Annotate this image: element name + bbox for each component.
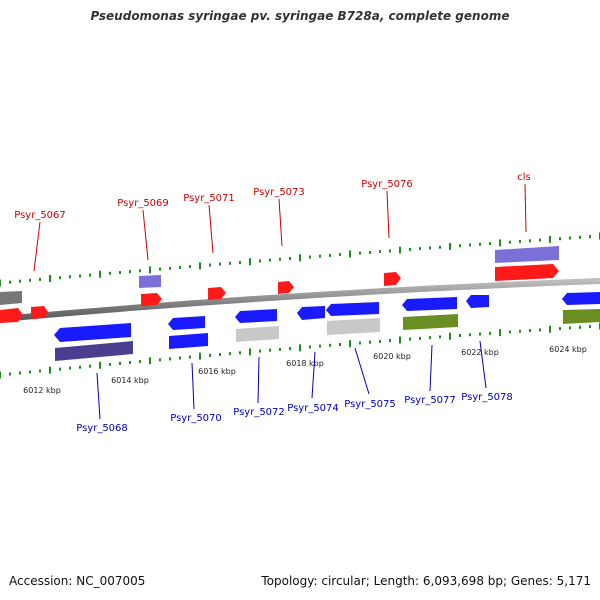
label-leader-line (354, 347, 370, 395)
label-leader-line (257, 356, 260, 404)
gene-feature[interactable] (403, 314, 458, 330)
label-leader-line (429, 344, 433, 392)
gene-label-top[interactable]: Psyr_5073 (253, 187, 305, 198)
label-leader-line (278, 198, 283, 247)
map-title: Pseudomonas syringae pv. syringae B728a,… (90, 9, 510, 23)
scale-labels: 6012 kbp 6014 kbp 6016 kbp 6018 kbp 6020… (23, 345, 587, 395)
gene-feature[interactable] (55, 341, 133, 361)
label-leader-line (479, 340, 487, 389)
gene-label-bottom[interactable]: Psyr_5075 (344, 399, 396, 410)
label-leader-line (142, 209, 149, 261)
gene-feature[interactable] (168, 316, 205, 330)
gene-feature[interactable] (327, 318, 380, 335)
gene-feature[interactable] (402, 297, 457, 311)
gene-feature[interactable] (278, 281, 294, 294)
label-leader-line (96, 372, 101, 420)
gene-feature[interactable] (297, 306, 325, 320)
gene-feature[interactable] (235, 309, 277, 323)
gene-feature[interactable] (54, 323, 131, 342)
accession-text: Accession: NC_007005 (9, 574, 146, 588)
gene-label-top[interactable]: Psyr_5071 (183, 193, 235, 204)
gene-label-bottom[interactable]: Psyr_5074 (287, 403, 339, 414)
topology-text: Topology: circular; Length: 6,093,698 bp… (261, 574, 591, 588)
gene-feature[interactable] (169, 333, 208, 349)
label-leader-line (524, 183, 527, 233)
gene-label-bottom[interactable]: Psyr_5068 (76, 423, 128, 434)
gene-feature[interactable] (31, 306, 48, 319)
gene-label-top[interactable]: cls (517, 172, 531, 183)
gene-label-bottom[interactable]: Psyr_5070 (170, 413, 222, 424)
label-leader-line (191, 362, 195, 410)
gene-label-top[interactable]: Psyr_5069 (117, 198, 169, 209)
scale-tick-label: 6012 kbp (23, 386, 61, 395)
gene-label-bottom[interactable]: Psyr_5078 (461, 392, 513, 403)
gene-feature[interactable] (0, 291, 22, 305)
label-leader-line (386, 190, 390, 239)
gene-feature[interactable] (384, 272, 401, 286)
gene-label-bottom[interactable]: Psyr_5077 (404, 395, 456, 406)
gene-feature[interactable] (562, 292, 600, 305)
gene-label-top[interactable]: Psyr_5076 (361, 179, 413, 190)
genome-backbone (0, 278, 600, 322)
scale-tick-label: 6018 kbp (286, 359, 324, 368)
gene-label-bottom[interactable]: Psyr_5072 (233, 407, 285, 418)
bottom-gene-labels: Psyr_5068 Psyr_5070 Psyr_5072 Psyr_5074 … (76, 340, 513, 434)
scale-tick-label: 6014 kbp (111, 376, 149, 385)
gene-feature[interactable] (0, 308, 23, 323)
scale-tick-label: 6024 kbp (549, 345, 587, 354)
scale-tick-label: 6020 kbp (373, 352, 411, 361)
label-leader-line (208, 204, 214, 254)
gene-label-top[interactable]: Psyr_5067 (14, 210, 66, 221)
gene-feature[interactable] (208, 287, 226, 300)
gene-feature[interactable] (236, 326, 279, 342)
lower-tick-track (0, 322, 600, 379)
gene-feature[interactable] (141, 293, 162, 306)
gene-feature[interactable] (563, 309, 600, 324)
gene-feature[interactable] (495, 264, 559, 281)
gene-feature[interactable] (495, 246, 559, 263)
gene-features (0, 246, 600, 361)
top-gene-labels: Psyr_5067 Psyr_5069 Psyr_5071 Psyr_5073 … (14, 172, 531, 272)
scale-tick-label: 6022 kbp (461, 348, 499, 357)
scale-tick-label: 6016 kbp (198, 367, 236, 376)
gene-feature[interactable] (466, 295, 489, 308)
label-leader-line (311, 351, 316, 399)
upper-tick-track (0, 232, 600, 287)
label-leader-line (33, 221, 41, 272)
gene-feature[interactable] (139, 275, 161, 288)
gene-feature[interactable] (326, 302, 379, 316)
